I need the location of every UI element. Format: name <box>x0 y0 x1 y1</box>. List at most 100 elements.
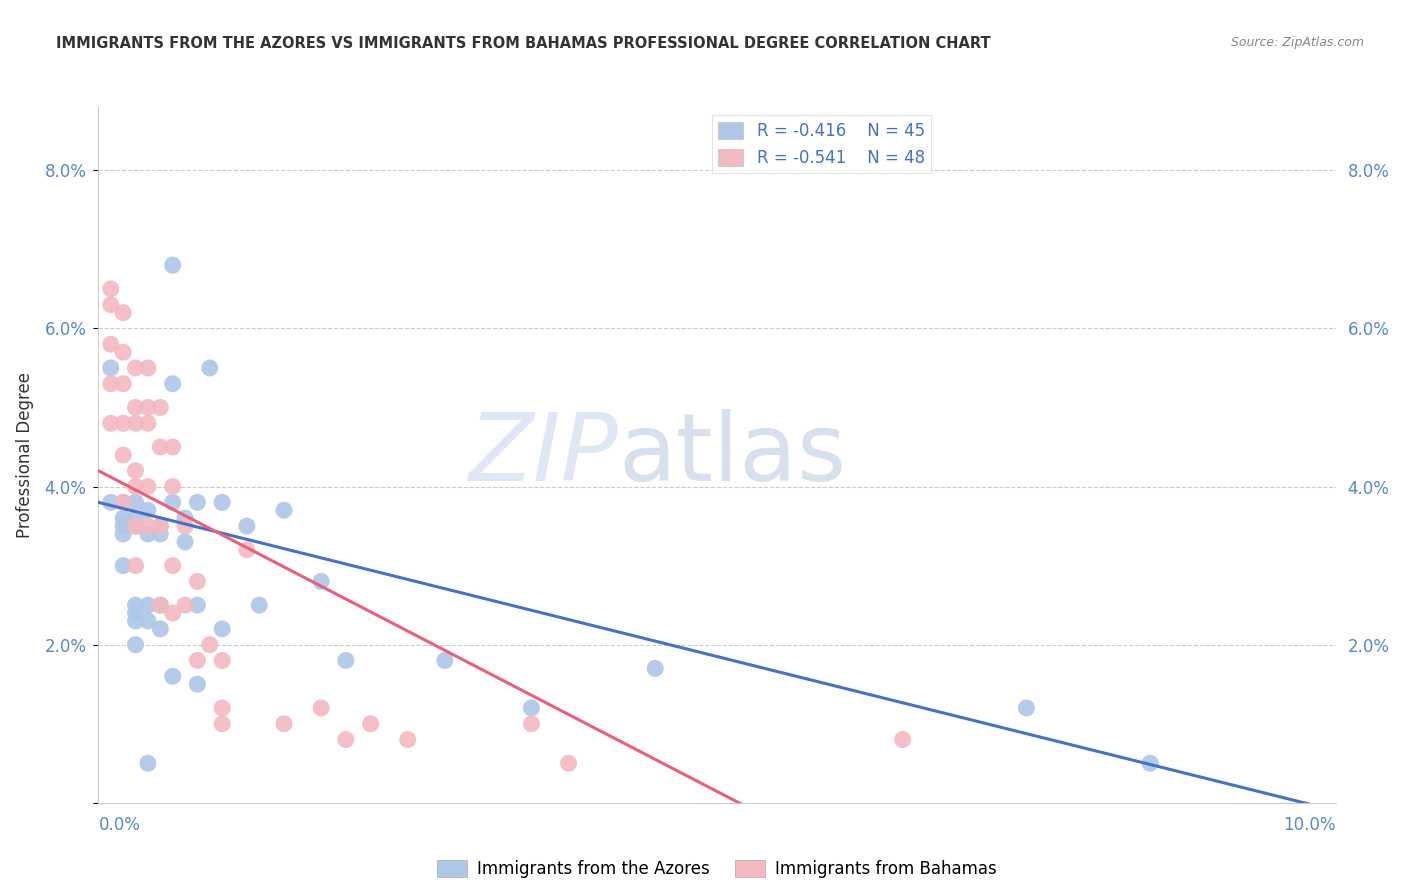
Point <box>162 606 184 620</box>
Point <box>247 598 270 612</box>
Point <box>1015 701 1038 715</box>
Text: IMMIGRANTS FROM THE AZORES VS IMMIGRANTS FROM BAHAMAS PROFESSIONAL DEGREE CORREL: IMMIGRANTS FROM THE AZORES VS IMMIGRANTS… <box>56 36 991 51</box>
Point <box>236 542 259 557</box>
Point <box>136 519 159 533</box>
Point <box>520 701 543 715</box>
Point <box>309 701 332 715</box>
Text: Source: ZipAtlas.com: Source: ZipAtlas.com <box>1230 36 1364 49</box>
Point <box>149 598 172 612</box>
Point <box>273 503 295 517</box>
Point <box>112 376 135 391</box>
Point <box>335 653 357 667</box>
Point <box>112 511 135 525</box>
Point <box>174 598 197 612</box>
Point <box>112 527 135 541</box>
Point <box>396 732 419 747</box>
Point <box>136 401 159 415</box>
Text: ZIP: ZIP <box>468 409 619 500</box>
Point <box>162 558 184 573</box>
Point <box>162 479 184 493</box>
Point <box>211 622 233 636</box>
Point <box>174 534 197 549</box>
Point <box>174 519 197 533</box>
Point <box>136 503 159 517</box>
Point <box>124 614 146 628</box>
Point <box>112 448 135 462</box>
Point <box>149 519 172 533</box>
Point <box>149 598 172 612</box>
Point <box>211 495 233 509</box>
Point <box>124 558 146 573</box>
Y-axis label: Professional Degree: Professional Degree <box>15 372 34 538</box>
Point <box>211 716 233 731</box>
Point <box>124 464 146 478</box>
Point <box>124 519 146 533</box>
Point <box>112 345 135 359</box>
Point <box>186 598 208 612</box>
Point <box>124 638 146 652</box>
Point <box>112 305 135 319</box>
Point <box>236 519 259 533</box>
Point <box>124 479 146 493</box>
Point <box>100 298 122 312</box>
Point <box>174 511 197 525</box>
Text: 0.0%: 0.0% <box>98 816 141 834</box>
Point <box>136 417 159 431</box>
Point <box>136 614 159 628</box>
Point <box>100 495 122 509</box>
Text: atlas: atlas <box>619 409 846 501</box>
Point <box>211 701 233 715</box>
Point <box>112 558 135 573</box>
Point <box>100 282 122 296</box>
Point <box>100 376 122 391</box>
Point <box>112 519 135 533</box>
Point <box>273 716 295 731</box>
Point <box>186 495 208 509</box>
Point <box>891 732 914 747</box>
Point <box>136 527 159 541</box>
Legend: R = -0.416    N = 45, R = -0.541    N = 48: R = -0.416 N = 45, R = -0.541 N = 48 <box>711 115 931 173</box>
Point <box>162 440 184 454</box>
Point <box>124 606 146 620</box>
Point <box>186 677 208 691</box>
Point <box>162 495 184 509</box>
Point <box>112 495 135 509</box>
Text: 10.0%: 10.0% <box>1284 816 1336 834</box>
Point <box>162 669 184 683</box>
Point <box>360 716 382 731</box>
Point <box>136 756 159 771</box>
Point <box>100 360 122 375</box>
Point <box>124 495 146 509</box>
Point <box>149 519 172 533</box>
Point <box>149 401 172 415</box>
Point <box>198 638 221 652</box>
Point <box>433 653 456 667</box>
Point <box>211 653 233 667</box>
Point <box>335 732 357 747</box>
Point <box>136 479 159 493</box>
Point <box>186 653 208 667</box>
Point <box>198 360 221 375</box>
Point <box>644 661 666 675</box>
Point <box>100 337 122 351</box>
Point <box>100 417 122 431</box>
Point <box>149 440 172 454</box>
Point <box>309 574 332 589</box>
Point <box>136 360 159 375</box>
Point <box>186 574 208 589</box>
Point <box>112 495 135 509</box>
Point <box>124 519 146 533</box>
Point <box>149 622 172 636</box>
Point <box>149 527 172 541</box>
Point <box>557 756 579 771</box>
Point <box>124 417 146 431</box>
Point <box>162 376 184 391</box>
Point <box>124 401 146 415</box>
Point <box>124 360 146 375</box>
Point <box>124 511 146 525</box>
Point <box>136 598 159 612</box>
Point <box>112 417 135 431</box>
Point <box>520 716 543 731</box>
Point <box>124 598 146 612</box>
Point <box>1139 756 1161 771</box>
